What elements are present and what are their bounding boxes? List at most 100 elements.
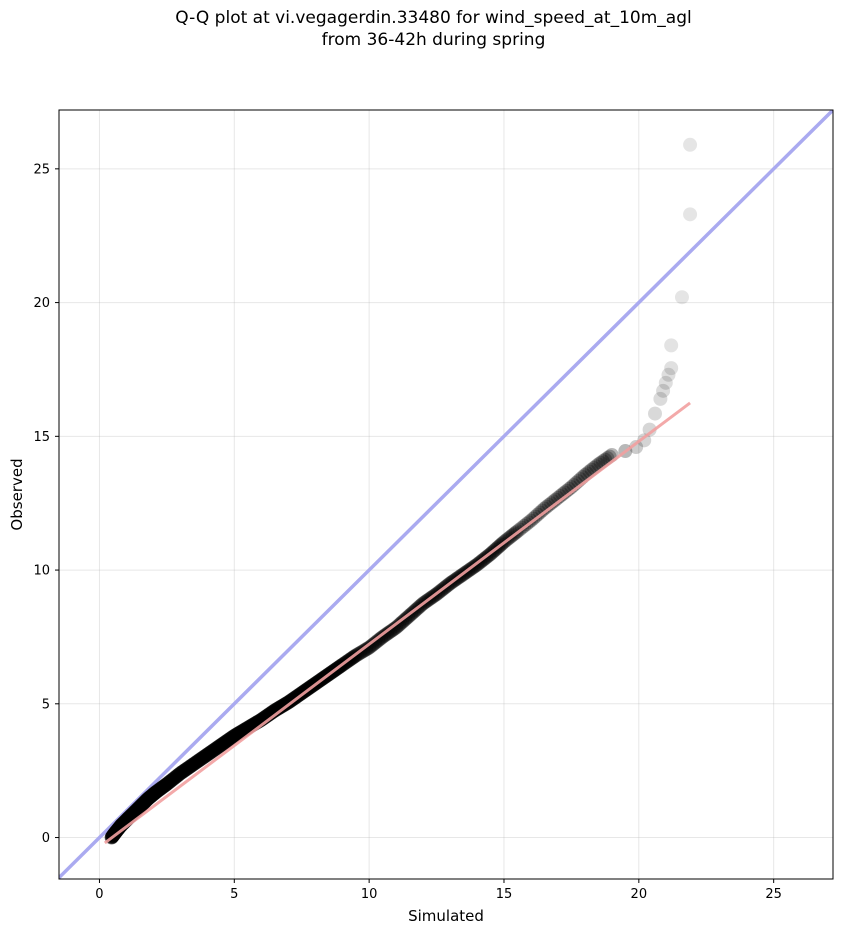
quantile-point [537, 501, 552, 516]
quantile-point [152, 782, 167, 797]
quantile-point [164, 773, 179, 788]
quantile-point [179, 762, 194, 777]
quantile-point [166, 771, 181, 786]
quantile-point [142, 790, 157, 805]
quantile-point [371, 633, 386, 648]
quantile-point [139, 792, 154, 807]
quantile-point [232, 726, 247, 741]
quantile-point [134, 798, 149, 813]
reference-line [59, 110, 833, 879]
quantile-point [141, 791, 156, 806]
x-tick-label: 15 [496, 887, 513, 902]
quantile-point [139, 793, 154, 808]
x-tick-label: 25 [765, 887, 782, 902]
quantile-point [369, 634, 384, 649]
quantile-point [157, 778, 172, 793]
quantile-point [381, 625, 396, 640]
quantile-point [131, 800, 146, 815]
quantile-point [274, 699, 289, 714]
quantile-point [143, 789, 158, 804]
quantile-point [231, 726, 246, 741]
quantile-point [171, 767, 186, 782]
quantile-point [229, 727, 244, 742]
quantile-point [359, 642, 374, 657]
quantile-point [383, 624, 398, 639]
quantile-point-tail [661, 367, 676, 382]
quantile-point [218, 734, 233, 749]
quantile-point-tail [648, 406, 663, 421]
fit-line-layer [103, 401, 691, 845]
quantile-point [389, 620, 404, 635]
quantile-point [158, 778, 173, 793]
quantile-point [541, 497, 556, 512]
quantile-point [393, 616, 408, 631]
quantile-point-tail [664, 338, 679, 353]
quantile-point [168, 770, 183, 785]
quantile-point [149, 784, 164, 799]
quantile-point [187, 756, 202, 771]
quantile-point [216, 736, 231, 751]
quantile-point [148, 785, 163, 800]
quantile-point [235, 724, 250, 739]
quantile-point [149, 785, 164, 800]
y-tick-label: 15 [33, 430, 50, 445]
y-tick-label: 5 [42, 697, 50, 712]
quantile-point [530, 507, 545, 522]
quantile-point [197, 749, 212, 764]
quantile-point [205, 744, 220, 759]
quantile-point [186, 756, 201, 771]
fit-line [103, 401, 691, 845]
quantile-point [173, 766, 188, 781]
quantile-point [366, 637, 381, 652]
quantile-point [374, 631, 389, 646]
y-tick-label: 10 [33, 564, 50, 579]
quantile-point [181, 760, 196, 775]
quantile-point [126, 806, 141, 821]
quantile-point [234, 724, 249, 739]
quantile-point [395, 615, 410, 630]
quantile-point [219, 734, 234, 749]
quantile-point [146, 786, 161, 801]
quantile-point [145, 788, 160, 803]
quantile-point [275, 698, 290, 713]
quantile-point [532, 505, 547, 520]
quantile-point [223, 731, 238, 746]
quantile-point [215, 736, 230, 751]
y-tick-label: 25 [33, 162, 50, 177]
quantile-point-tail [642, 422, 657, 437]
quantile-point [192, 752, 207, 767]
quantile-point [235, 723, 250, 738]
quantile-point [138, 794, 153, 809]
quantile-point [182, 759, 197, 774]
chart-title: Q-Q plot at vi.vegagerdin.33480 for wind… [0, 7, 843, 51]
quantile-point [535, 503, 550, 518]
quantile-point [137, 795, 152, 810]
quantile-point [111, 821, 126, 836]
quantile-point [134, 798, 149, 813]
chart-title-line-1: Q-Q plot at vi.vegagerdin.33480 for wind… [175, 8, 692, 28]
quantile-point [221, 732, 236, 747]
quantile-point [185, 757, 200, 772]
quantile-point [159, 777, 174, 792]
quantile-point [144, 788, 159, 803]
quantile-point [365, 638, 380, 653]
quantile-point [209, 740, 224, 755]
quantile-point-tail [683, 137, 698, 152]
quantile-point [544, 496, 559, 511]
quantile-point [196, 750, 211, 765]
quantile-point [368, 635, 383, 650]
quantile-point [380, 626, 395, 641]
quantile-point [207, 742, 222, 757]
quantile-point [140, 791, 155, 806]
quantile-point [189, 754, 204, 769]
quantile-point [227, 728, 242, 743]
quantile-point [357, 643, 372, 658]
quantile-point [175, 765, 190, 780]
quantile-point [194, 751, 209, 766]
quantile-point [222, 732, 237, 747]
y-tick-label: 20 [33, 296, 50, 311]
quantile-point [210, 740, 225, 755]
quantile-point [177, 763, 192, 778]
quantile-point-tail [674, 290, 689, 305]
